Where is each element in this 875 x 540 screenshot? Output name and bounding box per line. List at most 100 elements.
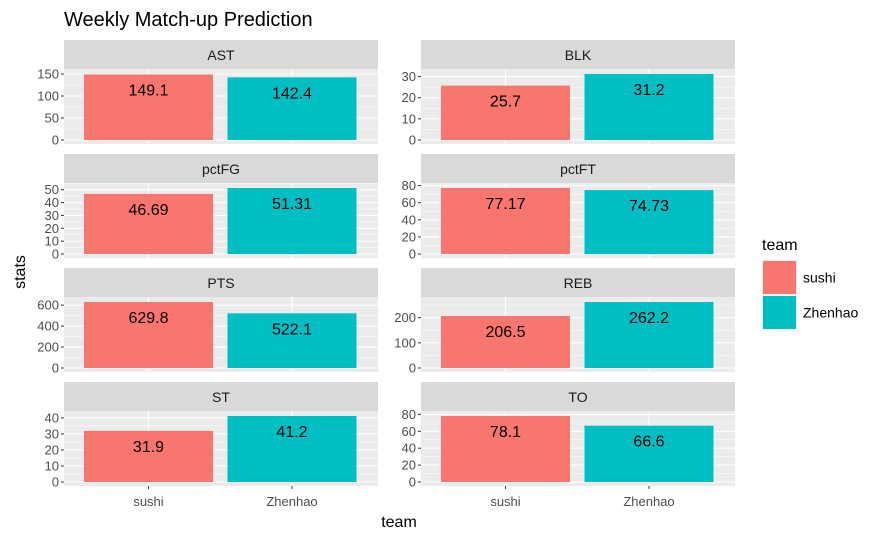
legend-label: Zhenhao (803, 305, 858, 321)
bar-ST-sushi (84, 430, 213, 482)
facet-strip (421, 268, 735, 297)
bar-pctFT-sushi (441, 188, 570, 254)
y-tick-label: 0 (52, 361, 59, 376)
chart-title: Weekly Match-up Prediction (64, 9, 313, 31)
bar-TO-Zhenhao (584, 425, 714, 482)
y-tick-label: 0 (409, 133, 416, 148)
legend: team sushi Zhenhao (762, 237, 858, 330)
y-tick-label: 10 (45, 234, 59, 249)
y-tick-label: 10 (402, 111, 416, 126)
facet-panel-PTS: PTS 0 200 400 600 629.8 522.1 (37, 268, 378, 376)
facet-panel-BLK: BLK 0 10 20 30 25.7 31.2 (402, 40, 735, 148)
y-tick-label: 10 (45, 458, 59, 473)
y-tick-label: 40 (45, 410, 59, 425)
facet-strip-label: ST (212, 389, 230, 405)
bar-BLK-Zhenhao (584, 74, 714, 140)
bar-value-label: 31.2 (633, 82, 664, 99)
y-tick-label: 600 (37, 298, 59, 313)
legend-key-Zhenhao (763, 296, 796, 329)
bar-REB-sushi (441, 316, 570, 368)
y-tick-label: 150 (37, 67, 59, 82)
bar-value-label: 522.1 (272, 321, 312, 338)
y-tick-label: 30 (45, 208, 59, 223)
x-tick-label: Zhenhao (266, 494, 317, 509)
facet-panel-REB: REB 0 100 200 206.5 262.2 (394, 268, 735, 376)
y-tick-label: 80 (402, 178, 416, 193)
bar-value-label: 262.2 (629, 310, 669, 327)
bar-TO-sushi (441, 416, 570, 482)
facet-strip-label: pctFT (560, 161, 596, 177)
facet-strip-label: BLK (565, 47, 592, 63)
bar-BLK-sushi (441, 85, 570, 140)
bar-value-label: 142.4 (272, 85, 312, 102)
y-tick-label: 0 (52, 133, 59, 148)
facet-strip (421, 382, 735, 411)
facet-panel-TO: TO 0 20 40 60 80 78.1 66.6 sushi Zhenhao (402, 382, 735, 509)
bar-pctFT-Zhenhao (584, 190, 714, 254)
bar-value-label: 41.2 (276, 424, 307, 441)
y-tick-label: 20 (45, 221, 59, 236)
y-tick-label: 200 (394, 310, 416, 325)
y-tick-label: 30 (402, 69, 416, 84)
y-tick-label: 200 (37, 340, 59, 355)
y-tick-label: 20 (402, 229, 416, 244)
bar-AST-sushi (84, 74, 213, 140)
bar-value-label: 25.7 (490, 94, 521, 111)
bar-value-label: 149.1 (128, 82, 168, 99)
y-tick-label: 0 (409, 361, 416, 376)
facet-panel-AST: AST 0 50 100 150 149.1 142.4 (37, 40, 378, 148)
bar-value-label: 206.5 (485, 324, 525, 341)
facet-strip (64, 40, 378, 69)
y-tick-label: 40 (402, 212, 416, 227)
bar-value-label: 51.31 (272, 196, 312, 213)
y-tick-label: 50 (45, 111, 59, 126)
bar-value-label: 77.17 (485, 196, 525, 213)
y-tick-label: 40 (402, 441, 416, 456)
y-tick-label: 100 (394, 335, 416, 350)
bar-pctFG-sushi (84, 193, 213, 254)
facet-strip-label: PTS (207, 275, 234, 291)
legend-label: sushi (803, 270, 836, 286)
y-tick-label: 0 (52, 247, 59, 262)
x-tick-label: Zhenhao (623, 494, 674, 509)
facet-strip-label: pctFG (202, 161, 240, 177)
facet-strip (64, 154, 378, 183)
y-tick-label: 0 (409, 247, 416, 262)
facet-strip (421, 154, 735, 183)
facet-strip-label: REB (564, 275, 593, 291)
facet-strip-label: TO (568, 389, 587, 405)
y-tick-label: 20 (402, 458, 416, 473)
bar-ST-Zhenhao (227, 416, 357, 482)
facet-strip (64, 268, 378, 297)
bar-value-label: 629.8 (128, 310, 168, 327)
bar-REB-Zhenhao (584, 302, 714, 368)
y-tick-label: 40 (45, 195, 59, 210)
bar-value-label: 74.73 (629, 198, 669, 215)
bar-AST-Zhenhao (227, 77, 357, 140)
bar-value-label: 66.6 (633, 434, 664, 451)
bar-value-label: 31.9 (133, 439, 164, 456)
x-tick-label: sushi (490, 494, 520, 509)
facet-strip-label: AST (207, 47, 235, 63)
bar-pctFG-Zhenhao (227, 188, 357, 254)
y-tick-label: 60 (402, 424, 416, 439)
y-tick-label: 20 (402, 90, 416, 105)
bar-value-label: 78.1 (490, 424, 521, 441)
legend-title: team (762, 237, 798, 254)
y-tick-label: 0 (52, 475, 59, 490)
legend-key-sushi (763, 261, 796, 294)
y-tick-label: 0 (409, 475, 416, 490)
bar-value-label: 46.69 (128, 202, 168, 219)
y-tick-label: 60 (402, 195, 416, 210)
y-tick-label: 400 (37, 319, 59, 334)
y-tick-label: 100 (37, 89, 59, 104)
y-axis-title: stats (12, 255, 29, 289)
y-tick-label: 20 (45, 442, 59, 457)
y-tick-label: 80 (402, 407, 416, 422)
y-tick-label: 50 (45, 182, 59, 197)
bar-PTS-sushi (84, 302, 213, 368)
